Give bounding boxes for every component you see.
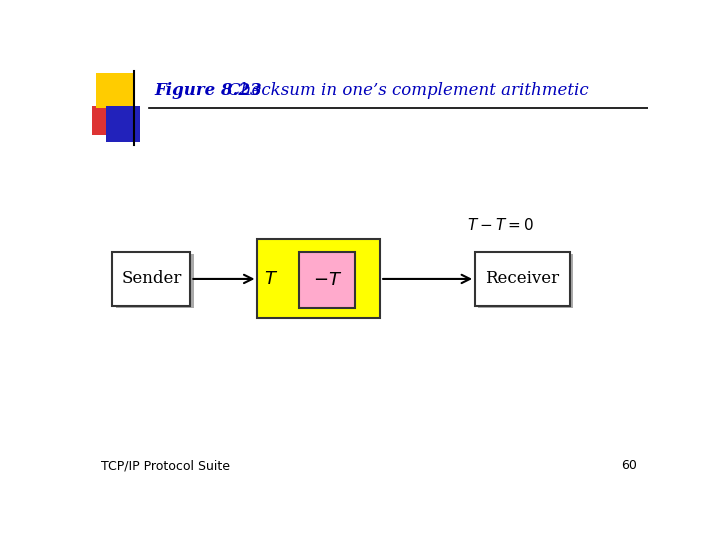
Text: $-T$: $-T$ bbox=[312, 271, 342, 289]
Text: Sender: Sender bbox=[121, 271, 181, 287]
Text: Checksum in one’s complement arithmetic: Checksum in one’s complement arithmetic bbox=[207, 82, 589, 99]
Bar bbox=[116, 254, 194, 308]
Text: $T$: $T$ bbox=[264, 270, 279, 288]
Bar bbox=[112, 252, 190, 306]
Bar bbox=[96, 73, 133, 109]
Text: Receiver: Receiver bbox=[485, 271, 559, 287]
Text: 60: 60 bbox=[621, 460, 637, 472]
Bar bbox=[106, 106, 140, 141]
Text: Figure 8.23: Figure 8.23 bbox=[154, 82, 262, 99]
Bar bbox=[92, 105, 121, 136]
Bar bbox=[478, 254, 573, 308]
Bar bbox=[300, 252, 355, 308]
Bar bbox=[475, 252, 570, 306]
Text: $T - T = 0$: $T - T = 0$ bbox=[467, 217, 534, 233]
Text: TCP/IP Protocol Suite: TCP/IP Protocol Suite bbox=[101, 460, 230, 472]
Bar bbox=[258, 239, 380, 319]
